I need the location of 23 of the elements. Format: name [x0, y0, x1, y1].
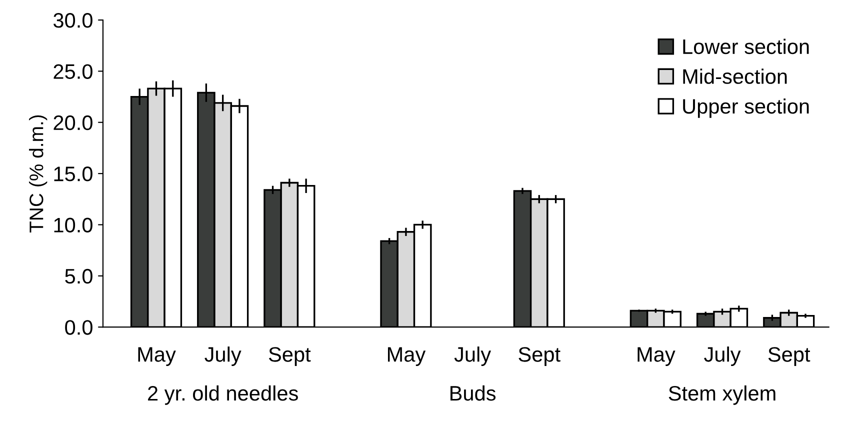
x-tick-label: Sept: [768, 347, 810, 366]
legend-label: Lower section: [683, 38, 809, 54]
y-tick-label: 10.0: [54, 218, 92, 232]
y-axis-title: TNC (% d.m.): [29, 115, 48, 233]
text: Stem xylem: [668, 385, 776, 405]
x-tick-label: Sept: [268, 347, 311, 366]
x-tick-label: July: [704, 346, 741, 366]
y-tick-label: 5.0: [65, 268, 92, 284]
y-tick-label: 15.0: [54, 166, 92, 182]
x-tick-label: May: [138, 347, 176, 366]
x-tick-label: July: [204, 346, 242, 366]
y-tick-label: 20.0: [54, 115, 92, 130]
y-tick-label: 0.0: [65, 320, 92, 335]
legend-label: Upper section: [683, 98, 809, 118]
y-tick-label: 30.0: [53, 13, 92, 28]
text: 2 yr. old needles: [148, 385, 298, 405]
x-tick-label: Sept: [518, 347, 560, 366]
legend-label: Mid-section: [683, 68, 787, 84]
x-tick-label: July: [454, 346, 492, 366]
x-tick-label: May: [388, 347, 426, 366]
text: Buds: [450, 385, 496, 401]
y-tick-label: 25.0: [54, 64, 92, 79]
x-tick-label: May: [638, 347, 676, 366]
